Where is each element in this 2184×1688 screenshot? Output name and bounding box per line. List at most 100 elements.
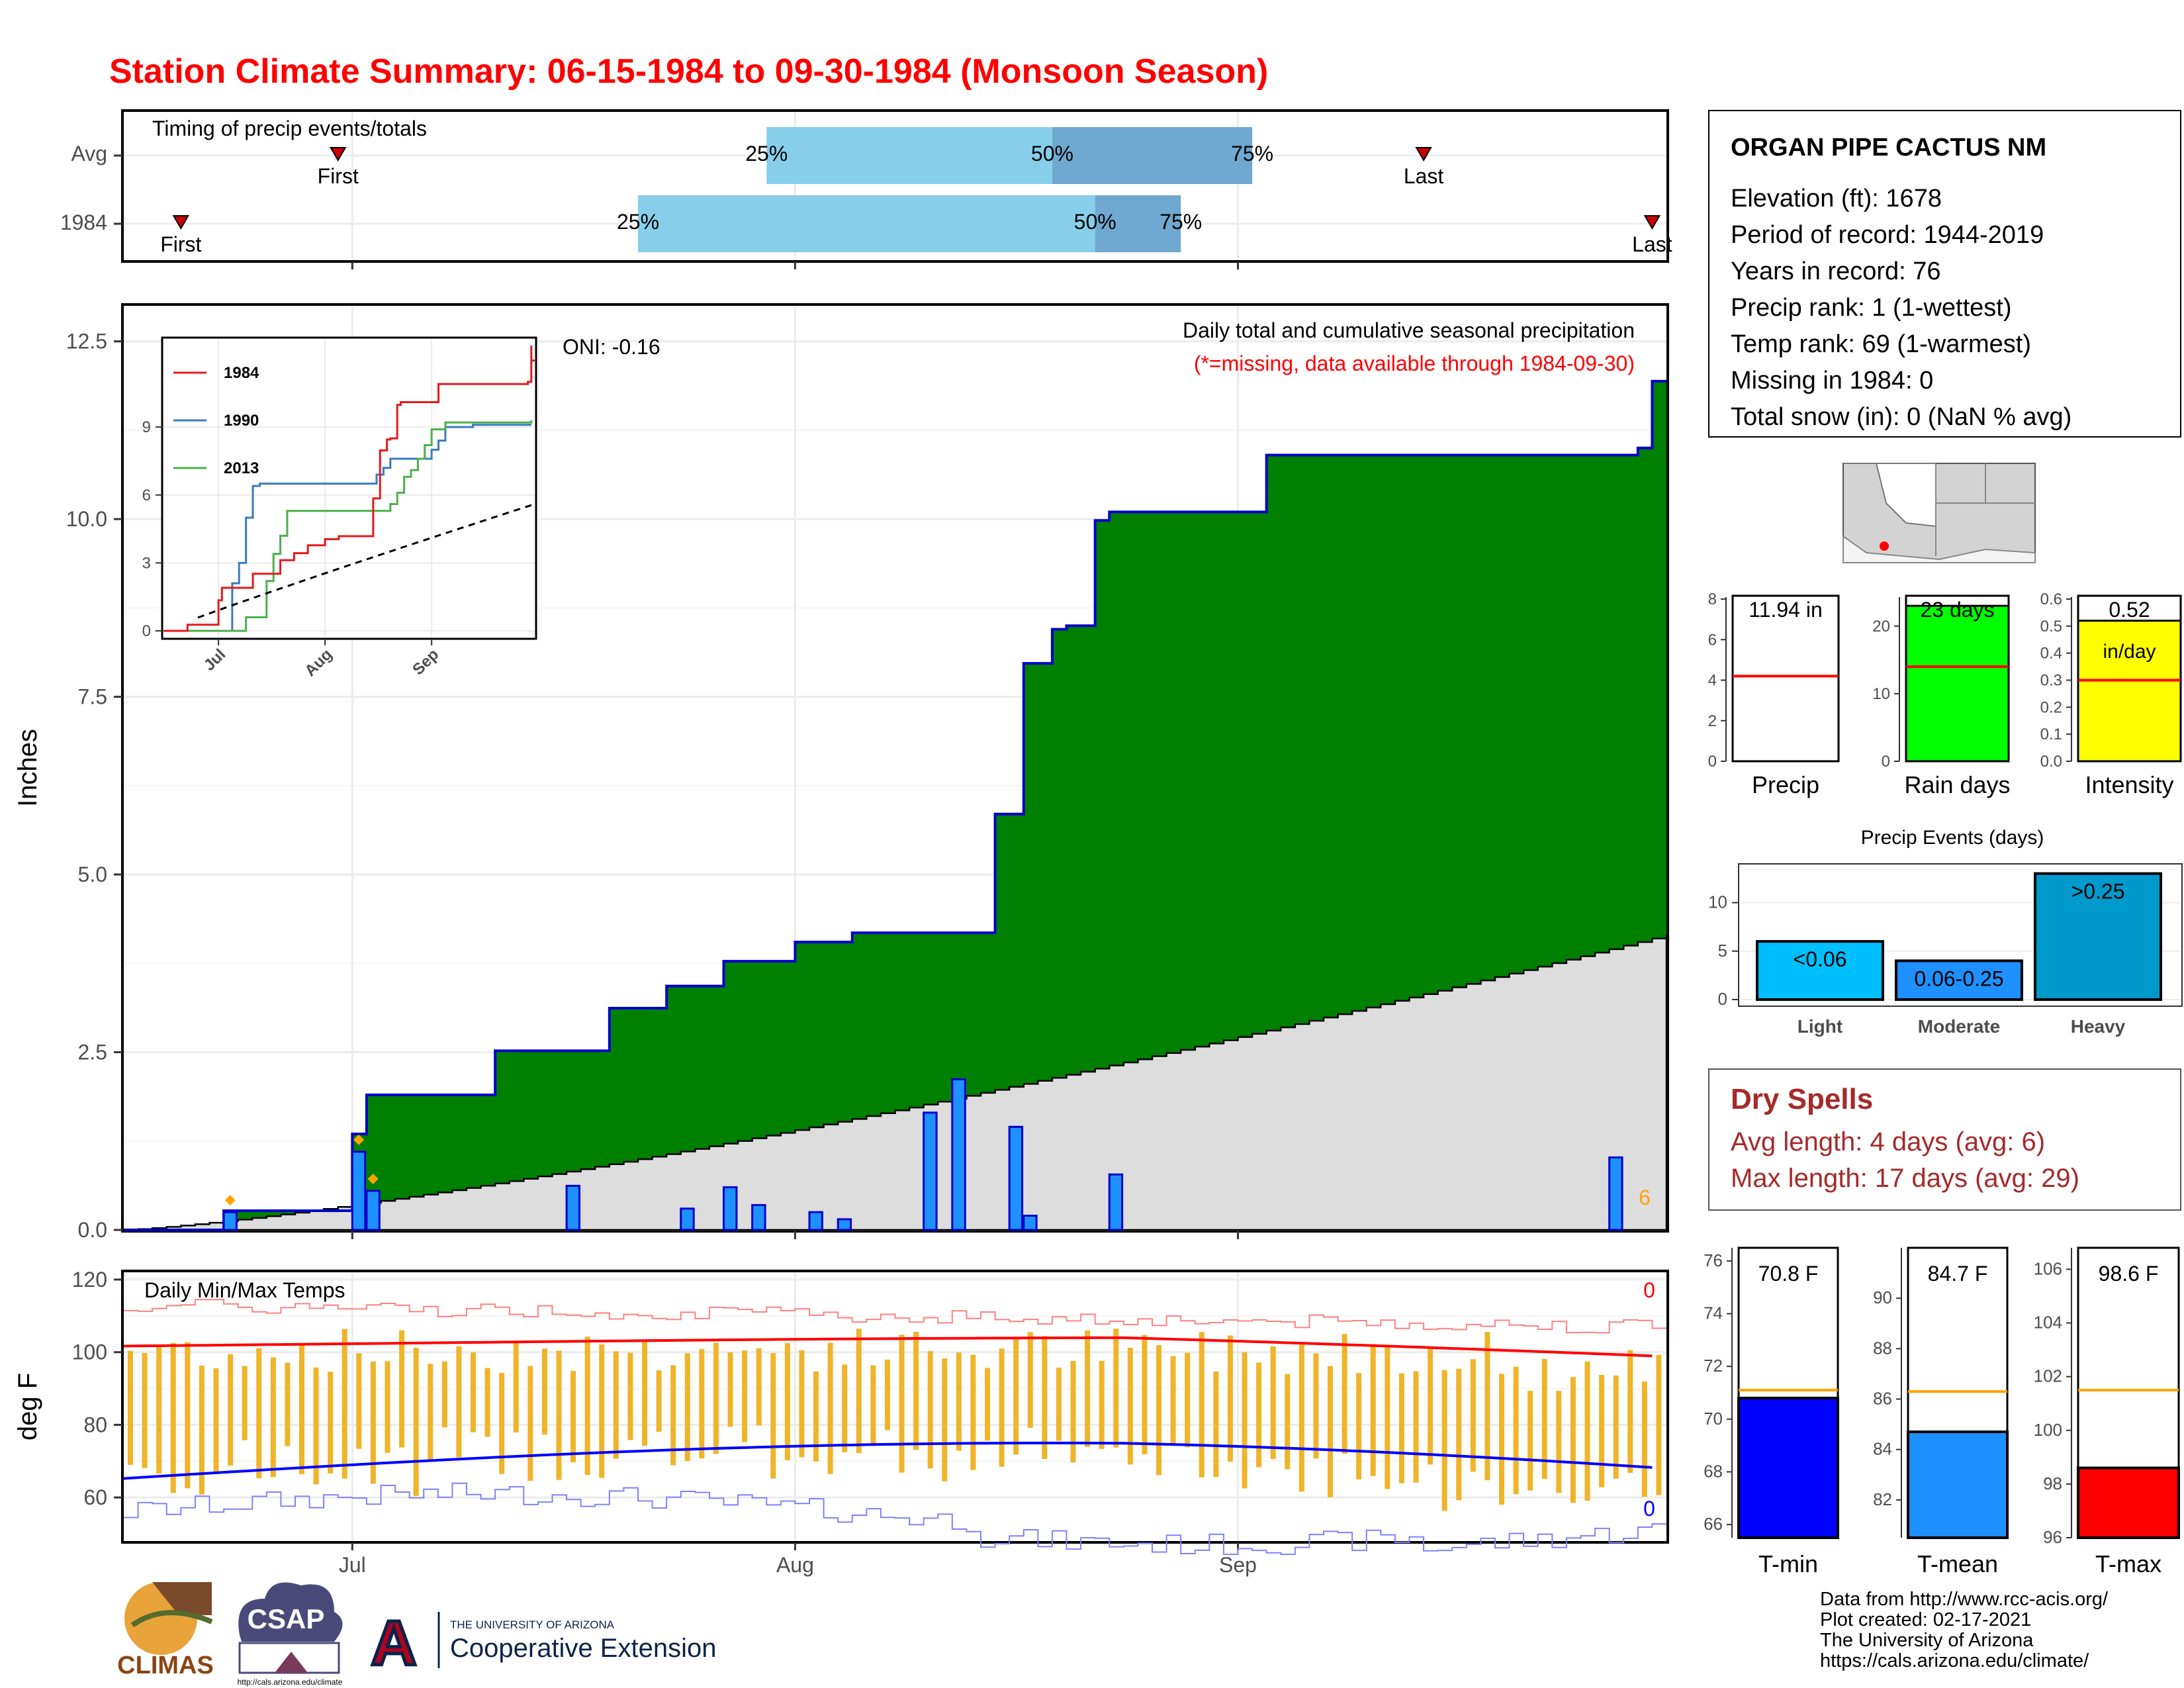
ua-block-a: A: [371, 1608, 416, 1679]
y1984-p50-label: 50%: [1074, 210, 1116, 234]
daily-temp-range-bar: [1385, 1346, 1390, 1489]
summary-bar-2: [2077, 620, 2182, 763]
daily-precip-bar: [751, 1203, 766, 1231]
daily-temp-range-bar: [827, 1342, 833, 1474]
station-info-line: Elevation (ft): 1678: [1731, 185, 1942, 212]
footer-line: The University of Arizona: [1820, 1630, 2034, 1651]
locator-map: [1843, 463, 2036, 563]
temp-summary-bar-1: [1907, 1430, 2009, 1539]
daily-temp-range-bar: [985, 1368, 990, 1441]
summary-ytick-label: 0.3: [2040, 672, 2062, 690]
csap-logo-url: http://cals.arizona.edu/climate: [238, 1677, 343, 1687]
daily-temp-range-bar: [1185, 1352, 1191, 1448]
daily-temp-range-bar: [413, 1348, 419, 1497]
daily-temp-range-bar: [1513, 1366, 1519, 1495]
university-of-arizona-logo: A THE UNIVERSITY OF ARIZONA Cooperative …: [369, 1607, 717, 1681]
daily-temp-range-bar: [299, 1345, 304, 1474]
daily-temp-range-bar: [256, 1348, 262, 1479]
month-axis-label: Jul: [339, 1553, 366, 1577]
temp-ytick-label: 120: [72, 1268, 107, 1291]
daily-rank-marker: [353, 1134, 365, 1145]
daily-precip-bar: [1108, 1173, 1124, 1231]
daily-temp-range-bar: [1042, 1336, 1048, 1460]
summary-ytick-label: 0: [1882, 753, 1890, 771]
temp-summary-ytick-label: 74: [1704, 1303, 1723, 1323]
avg-last-label: Last: [1404, 164, 1444, 188]
temp-summary-ytick-label: 102: [2034, 1366, 2062, 1386]
daily-temp-range-bar: [341, 1329, 347, 1479]
y1984-first-label: First: [160, 232, 201, 256]
summary-ytick-label: 0.4: [2040, 645, 2062, 663]
summary-bar-label: Intensity: [2085, 771, 2173, 798]
summary-ytick-label: 0.0: [2040, 753, 2062, 771]
daily-temp-range-bar: [513, 1342, 519, 1432]
daily-temp-range-bar: [656, 1370, 662, 1432]
daily-temp-range-bar: [713, 1342, 719, 1454]
avg-q25-q50-band: [766, 127, 1052, 184]
summary-ytick-label: 6: [1708, 631, 1717, 649]
daily-temp-range-bar: [1584, 1361, 1590, 1501]
inset-ytick-label: 6: [142, 487, 151, 504]
tmin-missing: 0: [1643, 1497, 1655, 1521]
dry-spells-box: Dry Spells Avg length: 4 days (avg: 6) M…: [1708, 1068, 2181, 1211]
page-title: Station Climate Summary: 06-15-1984 to 0…: [109, 52, 1268, 91]
temp-summary-value: 84.7 F: [1928, 1262, 1988, 1286]
precip-events-chart: Precip Events (days) 0 5 10 <0.06 Light 0.06-…: [1708, 827, 2183, 1037]
daily-temp-range-bar: [1398, 1373, 1404, 1483]
daily-temp-range-bar: [556, 1350, 562, 1480]
precip-ytick-label: 2.5: [78, 1041, 107, 1064]
daily-temp-range-bar: [699, 1348, 705, 1459]
temp-summary-ytick-label: 82: [1873, 1489, 1892, 1509]
temp-summary-bar-2: [2077, 1466, 2180, 1540]
daily-precip-bar: [923, 1111, 938, 1231]
summary-bar-value: 11.94 in: [1749, 598, 1823, 622]
daily-temp-range-bar: [1285, 1374, 1291, 1470]
summary-ytick-label: 2: [1708, 712, 1717, 730]
daily-temp-range-bar: [356, 1353, 362, 1449]
dry-spells-max: Max length: 17 days (avg: 29): [1731, 1164, 2079, 1193]
events-title: Precip Events (days): [1861, 827, 2044, 849]
record-max-line: [124, 1299, 1666, 1334]
summary-bar-0: [1731, 594, 1840, 763]
daily-temp-range-bar: [599, 1344, 605, 1478]
daily-temp-range-bar: [1428, 1348, 1433, 1465]
station-info-line: Missing in 1984: 0: [1731, 367, 1933, 395]
daily-temp-range-bar: [1085, 1330, 1091, 1447]
summary-bar-value: 23 days: [1920, 598, 1994, 622]
inset-series-2013: [163, 420, 533, 632]
temp-summary-ytick-label: 106: [2034, 1258, 2062, 1278]
summary-ytick-label: 0.1: [2040, 726, 2062, 743]
avg-last-marker: [1415, 147, 1432, 162]
daily-temp-range-bar: [328, 1372, 334, 1474]
daily-temp-range-bar: [484, 1368, 490, 1437]
daily-temp-range-bar: [813, 1371, 819, 1462]
summary-ytick-label: 4: [1708, 672, 1717, 690]
daily-temp-range-bar: [1413, 1371, 1419, 1483]
footer-line: Data from http://www.rcc-acis.org/: [1820, 1589, 2109, 1610]
daily-temp-range-bar: [770, 1353, 776, 1479]
daily-temp-range-bar: [784, 1343, 790, 1460]
avg-first-marker: [330, 147, 347, 162]
summary-ytick-label: 8: [1708, 590, 1717, 608]
daily-temp-range-bar: [856, 1329, 862, 1454]
summary-ytick-label: 0.6: [2040, 590, 2062, 608]
daily-temp-range-bar: [228, 1354, 234, 1466]
daily-temp-range-bar: [1298, 1344, 1304, 1492]
summary-bar-value: 0.52: [2109, 598, 2150, 622]
csap-logo-text: CSAP: [248, 1603, 325, 1634]
daily-temp-range-bar: [242, 1366, 248, 1440]
daily-temp-range-bar: [185, 1342, 191, 1489]
daily-temp-range-bar: [899, 1335, 905, 1473]
daily-precip-bar: [680, 1207, 695, 1231]
event-bar-moderate: [1895, 959, 2023, 1002]
daily-temp-range-bar: [142, 1353, 148, 1468]
daily-temp-range-bar: [584, 1336, 590, 1476]
temp-ytick-label: 60: [83, 1485, 107, 1509]
daily-temp-range-bar: [884, 1359, 890, 1430]
daily-temp-range-bar: [1527, 1390, 1533, 1491]
daily-temp-range-bar: [1170, 1356, 1176, 1444]
precip-panel: Inches 0.0 2.5 5.0 7.5 10.0 12.5 Daily total …: [13, 303, 1669, 1242]
daily-temp-range-bar: [441, 1361, 447, 1428]
y1984-q50-q75-band: [1095, 195, 1181, 252]
daily-temp-range-bar: [1356, 1373, 1362, 1479]
